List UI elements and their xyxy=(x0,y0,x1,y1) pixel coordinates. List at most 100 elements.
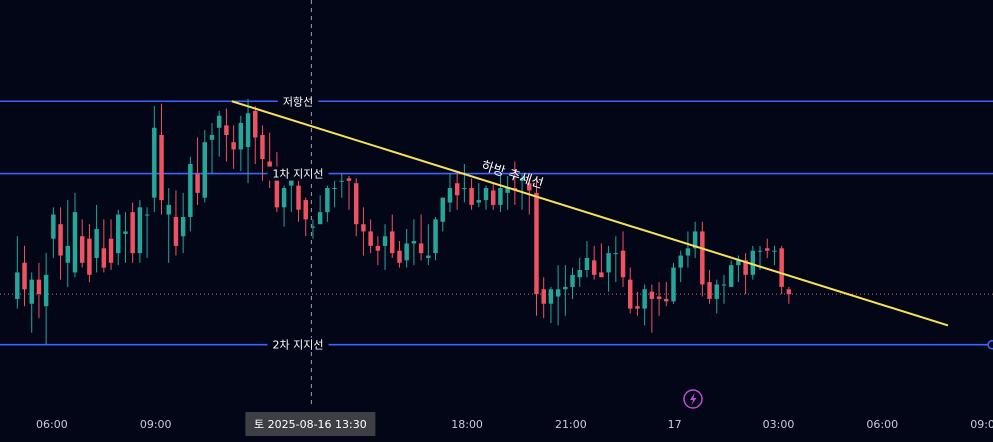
candle-body xyxy=(65,245,71,263)
candle-body xyxy=(534,192,539,295)
crosshair-time-label: 토 2025-08-16 13:30 xyxy=(254,418,367,431)
candle-body xyxy=(353,183,359,225)
candle-body xyxy=(692,231,698,249)
candle-body xyxy=(202,142,208,198)
candle-body xyxy=(238,122,244,150)
candle-body xyxy=(426,255,431,258)
candle-body xyxy=(123,231,128,234)
candle-body xyxy=(368,231,373,246)
candle-body xyxy=(527,183,532,191)
candle-body xyxy=(642,289,647,309)
candle-body xyxy=(577,270,582,278)
candle-body xyxy=(310,226,316,228)
candle-body xyxy=(137,207,143,254)
candle-body xyxy=(786,289,792,295)
candle-body xyxy=(411,241,417,244)
candle-body xyxy=(736,260,741,266)
candle-body xyxy=(620,250,626,278)
level-label-background xyxy=(267,166,329,181)
candle-body xyxy=(116,214,121,254)
level-lines-group xyxy=(0,100,993,350)
candle-body xyxy=(216,115,222,128)
level-label: 저항선 xyxy=(283,95,313,108)
candle-body xyxy=(613,253,619,255)
crosshair-time-box xyxy=(245,412,376,436)
candle-body xyxy=(325,188,330,213)
candle-body xyxy=(79,236,85,263)
candle-body xyxy=(656,296,662,299)
lightning-icon[interactable] xyxy=(683,389,703,409)
candle-body xyxy=(418,243,424,254)
candle-body xyxy=(152,127,157,198)
candle-body xyxy=(253,110,258,138)
candle-body xyxy=(224,125,229,135)
candle-body xyxy=(664,298,669,302)
x-axis: 06:00 09:00 18:00 21:00 17 03:00 06:00 09:00 xyxy=(36,418,993,431)
candle-body xyxy=(72,212,78,273)
candle-body xyxy=(584,257,590,270)
candle-body xyxy=(188,163,193,217)
candle-body xyxy=(274,171,280,208)
candle-body xyxy=(714,284,719,299)
candle-body xyxy=(447,188,453,203)
candle-body xyxy=(505,188,510,193)
candle-body xyxy=(570,274,575,287)
candle-body xyxy=(87,238,92,275)
candle-body xyxy=(43,274,49,307)
candle-body xyxy=(303,200,308,220)
candle-body xyxy=(757,250,763,252)
candle-body xyxy=(36,279,42,295)
candle-body xyxy=(245,113,251,148)
candle-body xyxy=(671,267,676,302)
candle-body xyxy=(404,243,409,261)
x-tick-label: 06:00 xyxy=(36,418,68,431)
trendline[interactable] xyxy=(231,100,949,327)
candle-body xyxy=(108,238,114,263)
candle-body xyxy=(339,180,345,182)
candle-body xyxy=(649,291,655,299)
candle-body xyxy=(764,248,770,251)
candle-body xyxy=(390,231,395,254)
candle-body xyxy=(159,135,164,201)
x-tick-label: 21:00 xyxy=(555,418,587,431)
candle-body xyxy=(296,185,301,210)
level-labels-group: 저항선 1차 지지선 2차 지지선 xyxy=(267,94,329,352)
candle-body xyxy=(462,188,467,190)
candle-body xyxy=(483,188,489,201)
x-tick-label: 06:00 xyxy=(866,418,898,431)
candle-body xyxy=(541,289,546,304)
candle-body xyxy=(678,255,683,268)
candle-body xyxy=(332,188,337,190)
candle-body xyxy=(397,250,402,263)
candle-body xyxy=(130,212,135,254)
candle-body xyxy=(563,286,568,290)
candle-body xyxy=(195,173,200,193)
candle-body xyxy=(454,183,460,196)
candle-body xyxy=(375,245,381,251)
candle-body xyxy=(743,260,748,275)
candle-body xyxy=(555,289,561,297)
x-tick-label: 18:00 xyxy=(451,418,483,431)
candle-body xyxy=(476,200,482,203)
candle-body xyxy=(728,265,734,287)
candle-body xyxy=(700,231,705,285)
candle-body xyxy=(707,282,712,299)
candle-body xyxy=(779,248,784,287)
candle-body xyxy=(498,188,503,205)
candle-body xyxy=(173,216,179,246)
candle-body xyxy=(317,212,323,225)
candle-body xyxy=(51,214,56,239)
candle-body xyxy=(209,135,215,140)
candle-body xyxy=(635,306,640,309)
candle-body xyxy=(469,188,474,205)
level-label-background xyxy=(267,337,329,352)
x-tick-label: 09:00 xyxy=(140,418,172,431)
candle-body xyxy=(231,142,236,150)
x-tick-label: 17 xyxy=(668,418,682,431)
candle-body xyxy=(260,135,265,160)
overlay-group: 토 2025-08-16 13:30 xyxy=(245,389,703,436)
level-line-handle[interactable] xyxy=(987,339,993,350)
candle-body xyxy=(361,224,366,232)
